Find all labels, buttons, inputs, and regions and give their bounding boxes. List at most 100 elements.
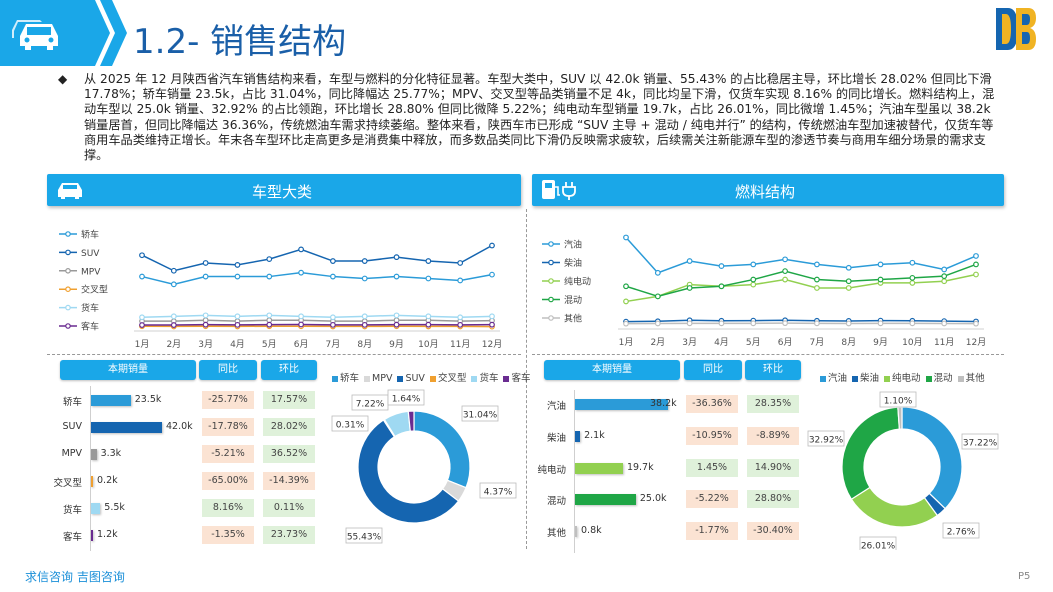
x-tick-label: 4月 [714, 337, 729, 348]
current-sales-bar [91, 502, 101, 514]
data-point [202, 321, 209, 328]
current-sales-bar [91, 529, 94, 541]
data-point [973, 320, 979, 327]
slice-label-box: 32.92% [807, 430, 845, 447]
data-point [361, 321, 368, 328]
x-tick-label: 7月 [326, 339, 341, 350]
x-tick-label: 8月 [841, 337, 856, 348]
series-line-轿车 [141, 271, 493, 286]
current-sales-value: 38.2k [650, 398, 677, 409]
table-header-current: 本期销量 [544, 360, 680, 380]
horizontal-divider-left [47, 354, 521, 355]
mom-cell: 0.11% [263, 498, 315, 517]
slice-label-frame [387, 389, 425, 406]
mom-cell: 28.35% [747, 395, 799, 413]
legend-marker [65, 267, 71, 274]
legend-swatch [397, 375, 404, 382]
x-tick-label: 9月 [873, 337, 888, 348]
yoy-cell: -65.00% [202, 471, 254, 490]
data-point [973, 253, 979, 259]
legend-label: 混动 [564, 295, 582, 306]
row-label: 汽油 [546, 401, 566, 412]
data-point [457, 314, 464, 321]
data-point [393, 273, 400, 280]
data-point [202, 273, 209, 280]
current-sales-value: 2.1k [584, 429, 605, 441]
data-point [457, 321, 464, 328]
data-point [750, 281, 757, 288]
slice-label-box: 37.22% [961, 433, 999, 450]
legend-swatch [884, 375, 891, 382]
donut-slice-SUV [357, 419, 460, 524]
table-header-mom: 环比 [261, 360, 317, 380]
row-label: 轿车 [62, 397, 82, 408]
table-header-current: 本期销量 [60, 360, 196, 380]
legend-item: 交叉型 [429, 373, 466, 384]
row-label: 柴油 [546, 432, 566, 444]
x-tick-label: 11月 [934, 337, 954, 348]
data-point [686, 258, 693, 264]
legend-label: 轿车 [340, 373, 360, 384]
data-point [393, 321, 400, 328]
yoy-cell: -1.77% [686, 522, 738, 541]
current-sales-bar [91, 395, 131, 406]
data-point [654, 293, 661, 300]
series-line-MPV [142, 319, 493, 322]
x-tick-label: 2月 [166, 339, 181, 350]
slice-label-frame [859, 536, 897, 550]
yoy-cell: -36.36% [686, 395, 738, 413]
data-point [941, 273, 948, 280]
mom-cell: -30.40% [747, 522, 799, 541]
data-point [845, 264, 852, 271]
legend-swatch [332, 375, 338, 382]
current-sales-bar [91, 475, 93, 487]
donut-slice-混动 [841, 406, 901, 501]
data-point [750, 276, 757, 283]
series-line-柴油 [625, 319, 977, 323]
x-tick-label: 6月 [294, 339, 309, 350]
legend-marker [65, 286, 71, 293]
slice-label-box: 2.76% [942, 522, 980, 539]
data-point [170, 313, 177, 320]
series-line-其他 [625, 322, 977, 325]
legend-marker [65, 304, 71, 311]
x-tick-label: 9月 [389, 339, 404, 350]
data-point [330, 258, 336, 264]
section-bar-fuel: 燃料结构 [532, 174, 1004, 206]
slice-label-box: 26.01% [859, 536, 897, 551]
data-point [425, 321, 432, 328]
legend-label: MPV [372, 373, 393, 384]
slice-label-box: 0.31% [331, 415, 369, 432]
slice-label: 0.31% [336, 421, 365, 431]
current-sales-value: 1.2k [97, 528, 118, 540]
donut-slice-汽油 [901, 406, 963, 510]
data-point [782, 268, 788, 275]
intro-bullet: ◆ [58, 72, 68, 86]
legend-item: SUV [397, 373, 425, 384]
fuel-type-donut-legend: 汽油 柴油 纯电动 混动 其他 [820, 370, 990, 384]
current-sales-value: 3.3k [100, 447, 122, 459]
slice-label-box: 4.37% [479, 482, 517, 499]
slice-label-frame [961, 433, 999, 450]
series-line-混动 [625, 263, 977, 298]
section-bar-vehicle: 车型大类 [47, 174, 521, 206]
data-point [298, 269, 304, 276]
data-point [393, 312, 400, 319]
data-point [782, 256, 788, 263]
footer-brand: 求信咨询 吉图咨询 [25, 570, 125, 584]
x-tick-label: 12月 [482, 339, 502, 350]
slice-label-frame [807, 430, 845, 447]
legend-label: 客车 [511, 373, 531, 384]
data-point [489, 313, 495, 320]
legend-marker [548, 278, 554, 284]
slice-label: 26.01% [861, 542, 896, 551]
x-tick-label: 10月 [418, 339, 438, 350]
vehicle-type-line-chart: 1月 2月 3月 4月 5月 6月 7月 8月 9月 10月 11月 12月 轿车 SUV MPV 交叉型货车… [59, 229, 502, 350]
slice-label-frame [345, 527, 383, 544]
x-tick-label: 5月 [262, 339, 277, 350]
data-point [425, 275, 432, 282]
slice-label: 1.64% [392, 395, 421, 405]
data-point [234, 262, 241, 268]
data-point [909, 274, 916, 281]
x-tick-label: 1月 [135, 339, 150, 350]
